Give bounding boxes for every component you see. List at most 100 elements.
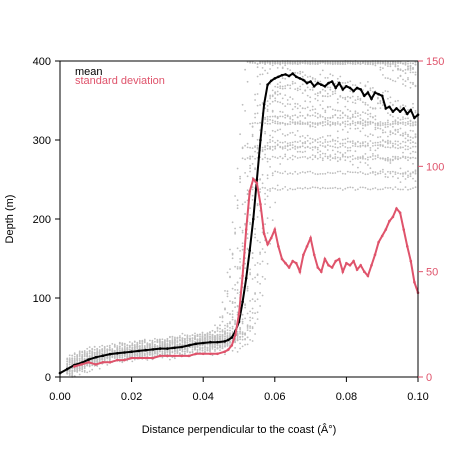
- transect-point: [402, 175, 404, 178]
- transect-point: [221, 342, 224, 345]
- transect-point: [216, 344, 219, 347]
- transect-point: [369, 115, 372, 118]
- transect-point: [249, 170, 252, 173]
- transect-point: [123, 342, 126, 345]
- transect-point: [191, 349, 194, 351]
- transect-point: [271, 136, 274, 139]
- mean-point: [137, 349, 141, 353]
- transect-point: [377, 188, 379, 191]
- transect-point: [91, 368, 94, 371]
- transect-point: [106, 349, 109, 352]
- transect-point: [269, 148, 271, 150]
- transect-point: [281, 187, 284, 190]
- transect-point: [289, 142, 292, 144]
- transect-point: [301, 123, 304, 125]
- transect-point: [377, 124, 379, 127]
- transect-point: [399, 167, 402, 170]
- transect-point: [136, 343, 139, 346]
- transect-point: [402, 116, 404, 118]
- transect-point: [301, 171, 304, 173]
- transect-point: [357, 112, 359, 114]
- transect-point: [254, 236, 256, 239]
- transect-point: [309, 75, 312, 78]
- mean-point: [355, 86, 359, 90]
- transect-point: [71, 359, 74, 362]
- transect-point: [351, 61, 354, 64]
- transect-point: [271, 145, 274, 148]
- transect-point: [382, 157, 384, 160]
- transect-point: [261, 182, 264, 185]
- transect-point: [314, 108, 317, 110]
- transect-point: [164, 350, 166, 352]
- transect-point: [397, 99, 399, 102]
- transect-point: [372, 121, 374, 124]
- transect-point: [329, 155, 332, 158]
- transect-point: [289, 84, 292, 87]
- transect-point: [372, 116, 374, 119]
- transect-point: [244, 110, 247, 112]
- transect-point: [91, 351, 94, 353]
- y-tick-label: 300: [33, 135, 51, 147]
- transect-point: [106, 345, 109, 347]
- transect-point: [336, 77, 339, 80]
- transect-point: [301, 71, 304, 73]
- transect-point: [346, 81, 349, 84]
- transect-point: [336, 116, 339, 119]
- transect-point: [269, 242, 271, 245]
- transect-point: [131, 347, 134, 350]
- transect-point: [394, 80, 397, 83]
- transect-point: [319, 121, 322, 124]
- transect-point: [78, 359, 81, 362]
- transect-point: [304, 89, 307, 92]
- mean-point: [277, 75, 280, 79]
- transect-point: [259, 305, 261, 307]
- transect-point: [379, 121, 382, 123]
- transect-point: [269, 97, 271, 100]
- transect-point: [241, 332, 244, 335]
- transect-point: [164, 352, 166, 354]
- transect-point: [359, 99, 362, 101]
- transect-point: [407, 170, 409, 173]
- transect-point: [329, 134, 332, 137]
- mean-point: [373, 91, 377, 94]
- mean-point: [384, 107, 388, 110]
- transect-point: [249, 164, 252, 167]
- mean-point: [391, 110, 395, 113]
- mean-point: [158, 347, 162, 350]
- transect-point: [374, 64, 377, 67]
- transect-point: [289, 144, 292, 147]
- transect-point: [279, 163, 282, 165]
- transect-point: [264, 130, 266, 133]
- transect-point: [214, 336, 216, 338]
- transect-point: [351, 95, 354, 98]
- transect-point: [369, 188, 372, 191]
- transect-point: [204, 336, 206, 339]
- transect-point: [219, 335, 221, 338]
- transect-point: [291, 98, 294, 100]
- transect-point: [266, 110, 269, 112]
- transect-point: [143, 345, 146, 348]
- transect-point: [274, 85, 277, 88]
- transect-point: [284, 153, 287, 156]
- transect-point: [174, 345, 176, 347]
- transect-point: [404, 157, 407, 160]
- mean-point: [259, 138, 262, 142]
- transect-point: [412, 106, 414, 109]
- transect-point: [326, 157, 329, 160]
- transect-point: [309, 88, 312, 91]
- transect-point: [414, 180, 417, 183]
- transect-point: [309, 125, 312, 128]
- transect-point: [78, 369, 81, 372]
- transect-point: [357, 62, 359, 65]
- transect-point: [214, 348, 216, 351]
- transect-point: [161, 356, 164, 359]
- transect-point: [324, 95, 327, 98]
- transect-point: [249, 310, 252, 313]
- transect-point: [251, 340, 254, 342]
- transect-point: [159, 344, 161, 347]
- transect-point: [184, 352, 186, 355]
- transect-point: [196, 346, 199, 349]
- transect-point: [362, 127, 364, 130]
- transect-point: [367, 113, 369, 116]
- transect-point: [226, 329, 229, 331]
